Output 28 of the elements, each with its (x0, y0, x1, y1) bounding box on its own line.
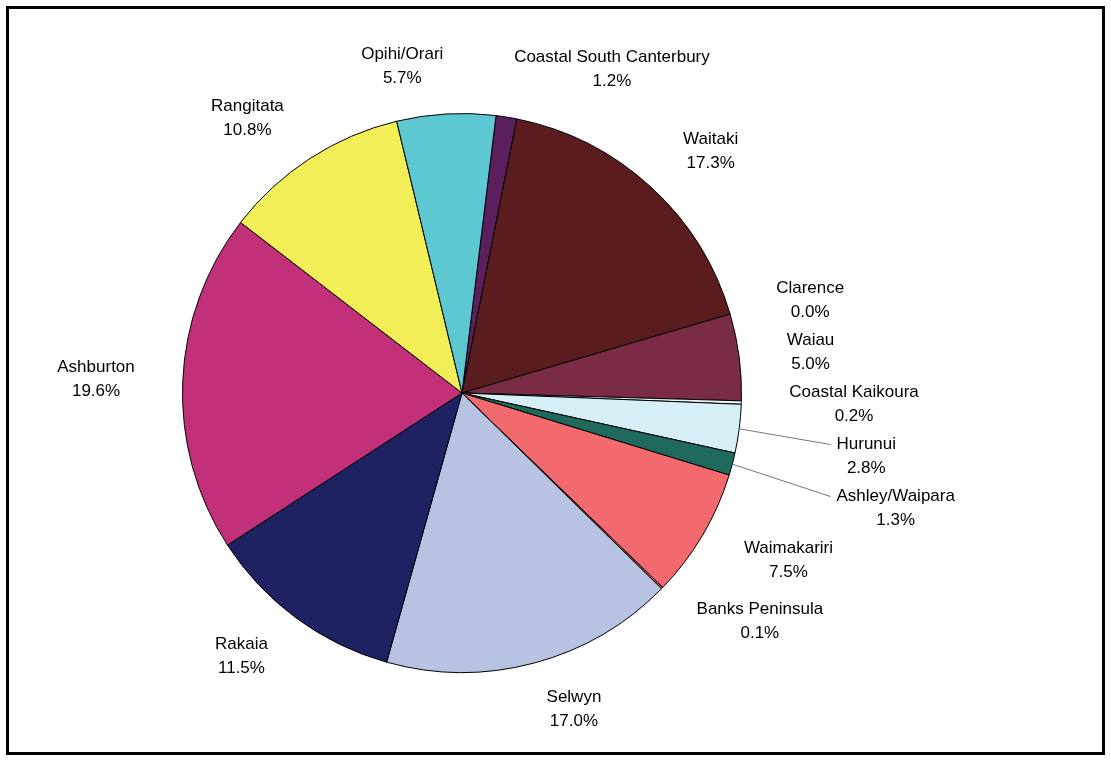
data-label: 2.8% (846, 458, 886, 478)
slice-label: Opihi/Orari (361, 43, 444, 63)
slice-label: Waiau (786, 330, 835, 350)
data-label: 5.0% (791, 354, 830, 374)
slice-label: Ashburton (57, 357, 135, 377)
data-label: 0.1% (740, 623, 780, 643)
data-label: 17.0% (549, 711, 599, 731)
data-label: 17.3% (686, 153, 735, 173)
slice-label: Coastal South Canterbury (514, 47, 711, 67)
data-label: 5.7% (382, 67, 422, 87)
slice-label: Rangitata (211, 95, 285, 115)
category-label: Clarence (776, 278, 845, 298)
slice-label: Ashley/Waipara (836, 486, 956, 506)
data-label: 19.6% (71, 381, 121, 401)
data-label: 1.3% (876, 510, 916, 530)
data-label: 1.2% (592, 71, 632, 91)
slice-label: Rakaia (215, 634, 269, 654)
slice-label: Selwyn (546, 687, 602, 707)
data-label: 7.5% (769, 562, 808, 582)
slice-label: Hurunui (836, 434, 897, 454)
data-label: 11.5% (218, 658, 265, 678)
data-label: 0.2% (834, 406, 874, 426)
text: 0.0% (790, 302, 830, 322)
slice-label: Waimakariri (743, 538, 834, 558)
data-label: 10.8% (223, 119, 272, 139)
slice-label: Waitaki (683, 129, 739, 149)
slice-label: Coastal Kaikoura (789, 382, 920, 402)
slice-label: Banks Peninsula (696, 599, 824, 619)
